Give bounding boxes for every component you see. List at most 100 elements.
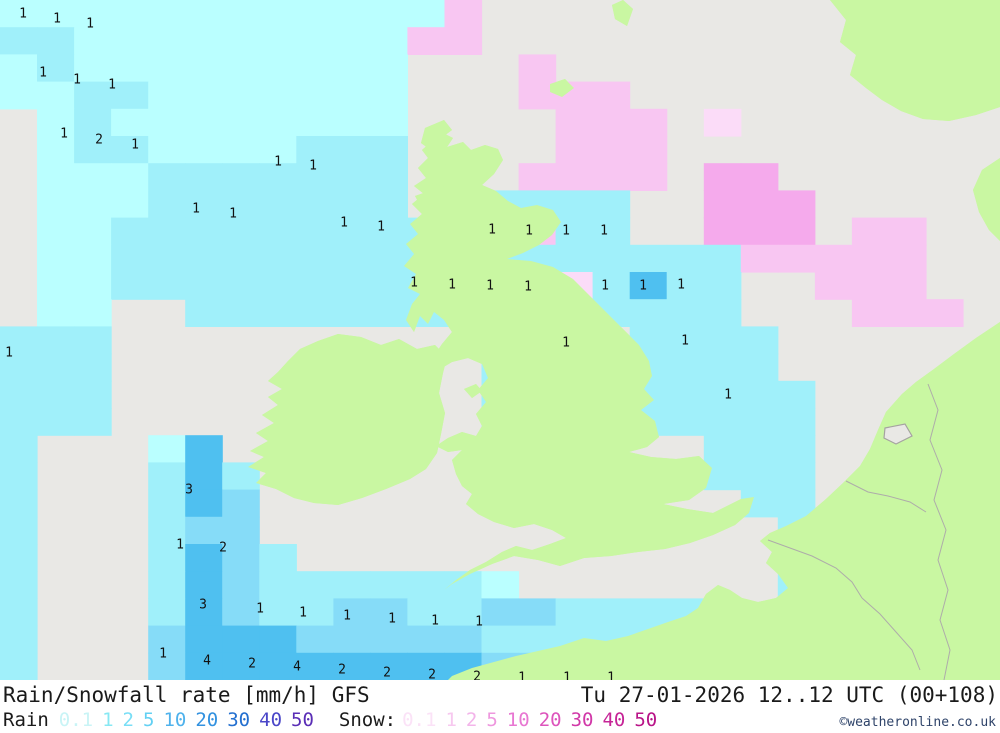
precip-cell [185,544,223,572]
precip-cell [629,598,668,627]
precip-value: 1 [192,202,200,217]
precip-cell [444,625,483,654]
precip-cell [370,571,408,599]
precip-cell [111,190,149,219]
precip-cell [222,217,260,246]
precip-cell [222,54,260,83]
precip-cell [370,190,408,219]
scales-container: Rain 0.1 1 2 5 10 20 30 40 50 Snow: 0.1 1 2 5 10 20 30… [3,709,666,731]
precip-cell [333,27,371,55]
precip-cell [777,244,816,273]
precip-cell [518,163,557,191]
legend-title: Rain/Snowfall rate [mm/h] GFS [3,683,370,707]
precip-value: 1 [681,334,689,349]
precip-cell [851,217,890,246]
precip-cell [185,652,223,680]
precip-cell [592,163,631,191]
precip-cell [259,625,297,654]
precip-cell [0,625,38,654]
precip-cell [740,244,779,273]
precip-value: 4 [293,660,301,675]
precip-cell [370,652,408,680]
precip-cell [629,108,668,137]
precip-value: 4 [203,654,211,669]
precip-cell [703,108,742,137]
precip-cell [333,299,371,327]
precip-cell [74,190,112,219]
precip-cell [0,353,38,382]
precip-cell [407,625,445,654]
precip-cell [296,598,334,627]
precip-cell [0,435,38,463]
precip-cell [37,217,75,246]
precip-cell [407,0,445,28]
precip-cell [111,163,149,191]
precip-cell [222,190,260,219]
precip-cell [148,435,186,463]
precip-value: 3 [199,598,207,613]
precip-cell [148,462,186,491]
precip-cell [148,598,186,627]
precip-cell [740,190,779,219]
precip-cell [111,136,149,164]
precip-value: 1 [486,279,494,294]
precip-cell [259,190,297,219]
precip-cell [703,299,742,327]
rain-scale: 0.1 1 2 5 10 20 30 40 50 [59,709,323,731]
precip-cell [148,27,186,55]
precip-cell [703,380,742,409]
snow-scale-label: Snow: [338,709,397,731]
precip-cell [111,244,149,273]
precip-cell [37,108,75,137]
precip-cell [592,81,631,110]
precip-cell [222,81,260,110]
precip-cell [666,408,705,436]
precip-cell [296,625,334,654]
precip-cell [296,0,334,28]
precip-cell [0,598,38,627]
precip-cell [703,190,742,219]
precip-cell [333,571,371,599]
precip-value: 1 [607,671,615,681]
legend-row-title: Rain/Snowfall rate [mm/h] GFS Tu 27-01-2… [0,681,1000,707]
rain-scale-value-10: 10 [163,709,187,731]
precip-cell [592,136,631,164]
precip-cell [592,244,631,273]
rain-scale-label: Rain [3,709,49,731]
precip-cell [370,299,408,327]
precip-value: 1 [377,220,385,235]
precip-cell [111,27,149,55]
precip-cell [0,516,38,545]
precip-cell [370,598,408,627]
precip-cell [518,81,557,110]
precip-value: 1 [562,336,570,351]
precip-cell [370,0,408,28]
precip-value: 1 [388,612,396,627]
precip-value: 1 [299,606,307,621]
rain-scale-value-2: 2 [122,709,134,731]
precip-value: 1 [60,127,68,142]
rain-scale-value-50: 50 [291,709,314,731]
precip-cell [889,272,927,300]
precip-cell [74,408,112,436]
precip-cell [148,272,186,300]
precip-cell [296,244,334,273]
precip-cell [407,27,445,55]
precip-cell [333,272,371,300]
precip-cell [185,625,223,654]
precip-cell [185,0,223,28]
precip-cell [0,489,38,518]
precip-cell [148,0,186,28]
precip-cell [444,598,483,627]
precip-value: 1 [86,17,94,32]
snow-scale-value-40: 40 [602,709,626,731]
precip-value: 2 [95,133,103,148]
precip-value: 1 [108,78,116,93]
country-border-be-nl [845,480,927,513]
precip-cell [666,380,705,409]
copyright-link[interactable]: ©weatheronline.co.uk [839,715,996,730]
precip-cell [259,54,297,83]
precip-cell [370,54,408,83]
precip-value: 2 [219,541,227,556]
precip-cell [592,272,631,300]
